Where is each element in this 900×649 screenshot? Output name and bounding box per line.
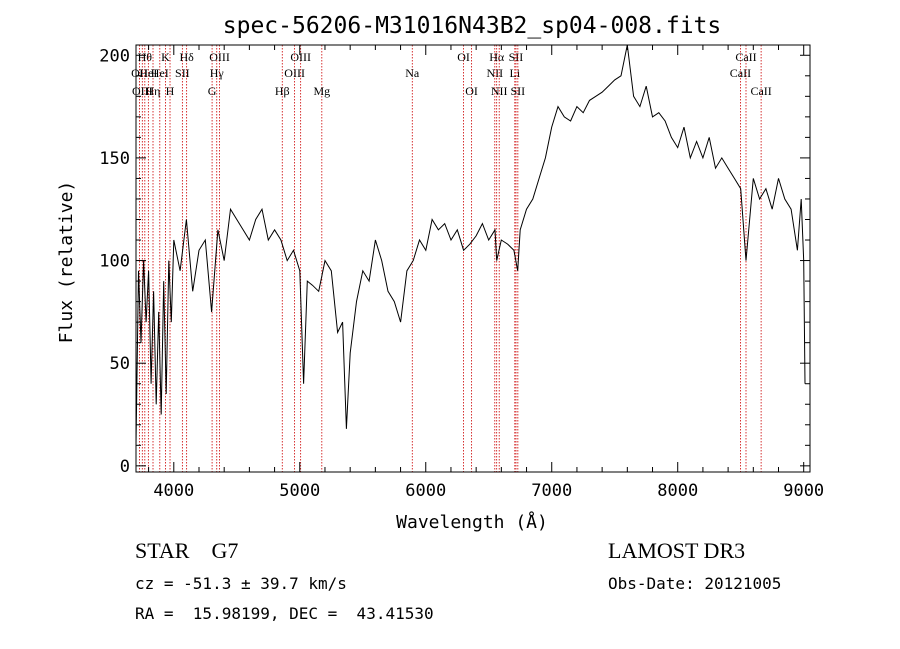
spectral-line-label: CaII — [730, 66, 751, 80]
spectral-line-label: G — [208, 84, 217, 98]
spectral-line-label: Mg — [313, 84, 330, 98]
chart-title: spec-56206-M31016N43B2_sp04-008.fits — [223, 13, 722, 39]
line-marker-layer: OIIOIIIHθHeIHηHeIKHSIIHδGHγOIIIHβOIIIOII… — [131, 45, 772, 472]
spectral-line-label: Hη — [146, 84, 161, 98]
spectral-line-label: Li — [509, 66, 520, 80]
spectral-line-label: Hδ — [179, 50, 194, 64]
y-tick-label: 150 — [99, 149, 130, 169]
x-tick-label: 6000 — [405, 481, 446, 501]
x-axis-label: Wavelength (Å) — [396, 511, 548, 533]
x-tick-label: 9000 — [783, 481, 824, 501]
spectral-line-label: SII — [511, 84, 526, 98]
spectral-line-label: OII — [131, 66, 148, 80]
spectral-line-label: K — [161, 50, 170, 64]
spectral-line-label: Hβ — [275, 84, 290, 98]
spectral-line-label: Hα — [489, 50, 505, 64]
y-tick-label: 100 — [99, 252, 130, 272]
spectral-line-label: HeI — [151, 66, 169, 80]
spectral-line-label: H — [166, 84, 175, 98]
observation-date-line: Obs-Date: 20121005 — [608, 574, 782, 593]
spectral-line-label: CaII — [735, 50, 756, 64]
spectral-line-label: Hγ — [210, 66, 225, 80]
redshift-line: cz = -51.3 ± 39.7 km/s — [135, 574, 347, 593]
spectral-line-label: OIII — [290, 50, 311, 64]
spectral-line-label: SII — [509, 50, 524, 64]
survey-label: LAMOST DR3 — [608, 538, 746, 563]
x-tick-label: 4000 — [153, 481, 194, 501]
x-tick-label: 8000 — [657, 481, 698, 501]
spectral-line-label: Na — [405, 66, 420, 80]
spectral-line-label: OIII — [209, 50, 230, 64]
spectral-line-label: NII — [486, 66, 503, 80]
y-tick-label: 50 — [110, 354, 130, 374]
y-axis-label: Flux (relative) — [56, 181, 77, 344]
y-tick-label: 0 — [120, 457, 130, 477]
spectral-line-label: OIII — [132, 84, 153, 98]
spectral-line-label: OI — [465, 84, 478, 98]
x-tick-label: 7000 — [531, 481, 572, 501]
object-class-label: STAR G7 — [135, 538, 239, 563]
y-tick-label: 200 — [99, 46, 130, 66]
plot-frame — [135, 44, 811, 473]
coordinates-line: RA = 15.98199, DEC = 43.41530 — [135, 604, 434, 623]
spectrum-line — [135, 44, 806, 446]
series-layer — [135, 44, 806, 446]
spectral-line-label: CaII — [750, 84, 771, 98]
spectral-line-label: NII — [491, 84, 508, 98]
axis-layer: 4000 5000 6000 7000 8000 9000 0 50 100 150 200 — [99, 45, 824, 501]
x-tick-label: 5000 — [279, 481, 320, 501]
spectral-line-label: OI — [457, 50, 470, 64]
spectral-line-label: OIII — [284, 66, 305, 80]
spectral-line-label: SII — [175, 66, 190, 80]
spectral-line-label: Hθ — [138, 50, 153, 64]
